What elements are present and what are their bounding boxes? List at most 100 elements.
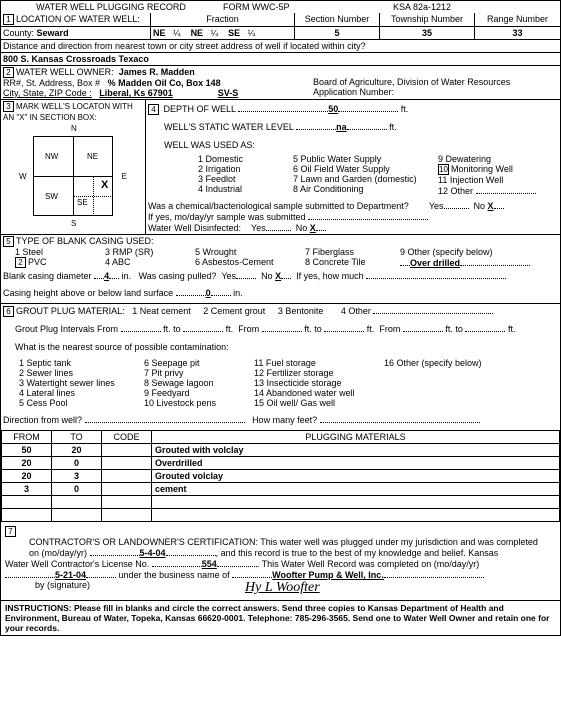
owner-label: WATER WELL OWNER:	[16, 67, 114, 77]
board-label: Board of Agriculture, Division of Water …	[313, 77, 558, 87]
c7: 7 Fiberglass	[305, 247, 400, 257]
section-num-7: 7	[5, 526, 16, 537]
s3: 3 Watertight sewer lines	[19, 378, 144, 388]
pm-c	[102, 470, 152, 483]
s8: 8 Sewage lagoon	[144, 378, 254, 388]
distance-value-row: 800 S. Kansas Crossroads Texaco	[1, 53, 560, 66]
cert-text5: . This Water Well Record was completed o…	[257, 559, 479, 569]
pm-t	[52, 496, 102, 509]
pulled-label: Was casing pulled?	[139, 271, 217, 281]
gpi-ft2: ft.	[226, 324, 234, 334]
pm-c	[102, 509, 152, 522]
svs: SV-S	[218, 88, 239, 98]
use-3: 3 Feedlot	[198, 174, 293, 184]
gpi-ft5: ft.	[445, 324, 453, 334]
loc-label: LOCATION OF WATER WELL:	[16, 14, 140, 24]
pm-m: Grouted volclay	[152, 470, 560, 483]
c6: 6 Asbestos-Cement	[195, 257, 305, 267]
chem-no: No	[474, 201, 486, 211]
county-label: County:	[3, 28, 34, 38]
cert-text1: CONTRACTOR'S OR LANDOWNER'S CERTIFICATIO…	[29, 537, 538, 547]
s16: 16 Other (specify below)	[384, 358, 558, 368]
pm-c	[102, 483, 152, 496]
use-4: 4 Industrial	[198, 184, 293, 194]
table-row	[2, 509, 560, 522]
chem-yes: Yes	[429, 201, 444, 211]
pm-f: 3	[2, 483, 52, 496]
pm-m: cement	[152, 483, 560, 496]
s1: 1 Septic tank	[19, 358, 144, 368]
plugging-materials-table: FROM TO CODE PLUGGING MATERIALS 5020Grou…	[1, 430, 560, 522]
pm-h4: PLUGGING MATERIALS	[152, 431, 560, 444]
s7: 7 Pit privy	[144, 368, 254, 378]
pm-f	[2, 496, 52, 509]
form-code: FORM WWC-5P	[221, 1, 391, 13]
pm-h3: CODE	[102, 431, 152, 444]
owner-name: James R. Madden	[119, 67, 195, 77]
instructions: INSTRUCTIONS: Please fill in blanks and …	[1, 601, 560, 635]
use-10: Monitoring Well	[451, 164, 513, 174]
section-num-6: 6	[3, 306, 14, 317]
section-value: 5	[295, 27, 380, 39]
gpi-ft3: ft.	[304, 324, 312, 334]
depth-ft: ft.	[401, 104, 409, 114]
use-11: 11 Injection Well	[438, 175, 558, 185]
c3: 3 RMP (SR)	[105, 247, 195, 257]
sec6-row: 6GROUT PLUG MATERIAL: 1 Neat cement 2 Ce…	[1, 304, 560, 430]
pm-f	[2, 509, 52, 522]
pm-h1: FROM	[2, 431, 52, 444]
form-page: WATER WELL PLUGGING RECORD FORM WWC-5P K…	[0, 0, 561, 636]
disinf-label: Water Well Disinfected:	[148, 223, 241, 233]
s13: 13 Insecticide storage	[254, 378, 384, 388]
appno-label: Application Number:	[313, 87, 558, 97]
contam-label: What is the nearest source of possible c…	[3, 340, 558, 358]
gpi-from: From	[238, 324, 259, 334]
use-9: 9 Dewatering	[438, 154, 558, 164]
compass-s: S	[71, 219, 76, 228]
loc-values-row: County: Seward NE ¼ NE ¼ SE ¼ 5 35 33	[1, 27, 560, 40]
loc-header-row: 1LOCATION OF WATER WELL: Fraction Sectio…	[1, 13, 560, 27]
section-box-diagram: N S W E NW NE SW SE X	[23, 126, 123, 226]
table-row: 5020Grouted with volclay	[2, 444, 560, 457]
use-12: 12 Other	[438, 186, 473, 196]
pm-f: 20	[2, 470, 52, 483]
f3b: ¼	[248, 28, 256, 38]
cert-text3: , and this record is true to the best of…	[216, 548, 499, 558]
g2: 2 Cement grout	[203, 306, 265, 316]
ifyes-label: If yes, mo/day/yr sample was submitted	[148, 212, 306, 222]
pulled-ifyes: If yes, how much	[296, 271, 364, 281]
use-10-box: 10	[438, 164, 449, 175]
section-num-3: 3	[3, 101, 14, 112]
depth-value: 50	[328, 104, 338, 114]
f1a: NE	[153, 28, 166, 38]
s6: 6 Seepage pit	[144, 358, 254, 368]
c9: 9 Other (specify below)	[400, 247, 558, 257]
pm-t	[52, 509, 102, 522]
disinf-yes: Yes	[251, 223, 266, 233]
howmany-label: How many feet?	[252, 415, 317, 425]
c2: PVC	[28, 257, 47, 267]
owner-row: 2WATER WELL OWNER: James R. Madden RR#, …	[1, 66, 560, 100]
table-row: 30cement	[2, 483, 560, 496]
pulled-yes: Yes	[221, 271, 236, 281]
g3: 3 Bentonite	[278, 306, 324, 316]
pm-m: Overdrilled	[152, 457, 560, 470]
sec5-row: 5TYPE OF BLANK CASING USED: 1 Steel2PVC …	[1, 235, 560, 304]
section-num-1: 1	[3, 14, 14, 25]
section-label: Section Number	[295, 13, 380, 26]
s15: 15 Oil well/ Gas well	[254, 398, 384, 408]
dir-label: Direction from well?	[3, 415, 82, 425]
township-label: Township Number	[380, 13, 475, 26]
table-row	[2, 496, 560, 509]
compass-e: E	[122, 172, 127, 181]
sec3-4-row: 3MARK WELL'S LOCATON WITH AN "X" IN SECT…	[1, 100, 560, 235]
section-num-2: 2	[3, 67, 14, 78]
pm-c	[102, 496, 152, 509]
ksa-code: KSA 82a-1212	[391, 1, 560, 13]
pm-m: Grouted with volclay	[152, 444, 560, 457]
pm-t: 20	[52, 444, 102, 457]
use-7: 7 Lawn and Garden (domestic)	[293, 174, 438, 184]
cert-text6: under the business name of	[119, 570, 230, 580]
well-x-mark: X	[101, 179, 108, 191]
compass-n: N	[71, 124, 77, 133]
